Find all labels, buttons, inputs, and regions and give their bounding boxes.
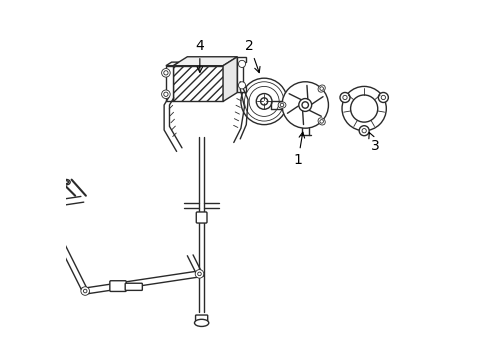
Polygon shape [165, 66, 173, 102]
Polygon shape [173, 57, 237, 66]
Circle shape [81, 287, 89, 295]
Circle shape [260, 98, 267, 105]
Circle shape [162, 68, 170, 77]
Circle shape [350, 95, 377, 122]
Circle shape [319, 120, 323, 123]
FancyBboxPatch shape [125, 283, 142, 291]
Circle shape [195, 270, 203, 278]
FancyBboxPatch shape [196, 212, 206, 223]
Ellipse shape [317, 118, 325, 125]
Circle shape [302, 102, 308, 108]
Circle shape [339, 93, 349, 103]
FancyBboxPatch shape [110, 281, 126, 292]
Circle shape [244, 82, 283, 121]
Circle shape [162, 90, 170, 99]
Circle shape [282, 82, 328, 128]
Text: 3: 3 [368, 132, 379, 153]
Polygon shape [173, 66, 223, 102]
Circle shape [83, 289, 87, 293]
Circle shape [342, 95, 346, 100]
Circle shape [381, 95, 385, 100]
Ellipse shape [62, 180, 70, 185]
Polygon shape [223, 57, 237, 102]
Circle shape [358, 126, 368, 136]
Circle shape [197, 272, 201, 276]
Text: 4: 4 [195, 39, 204, 72]
Ellipse shape [194, 319, 208, 327]
Circle shape [256, 94, 271, 109]
Ellipse shape [64, 181, 68, 184]
Circle shape [248, 86, 279, 116]
Ellipse shape [317, 85, 325, 92]
Circle shape [378, 93, 387, 103]
Circle shape [280, 103, 283, 107]
Text: 1: 1 [293, 132, 304, 167]
Circle shape [298, 99, 311, 111]
Circle shape [319, 87, 323, 90]
FancyBboxPatch shape [195, 315, 207, 322]
Circle shape [241, 78, 287, 125]
Text: 2: 2 [245, 39, 260, 73]
Polygon shape [237, 57, 246, 93]
Circle shape [341, 86, 386, 131]
Circle shape [361, 129, 366, 133]
Circle shape [238, 60, 245, 67]
Circle shape [163, 71, 168, 75]
Polygon shape [165, 62, 179, 66]
Circle shape [238, 82, 245, 89]
Circle shape [163, 92, 168, 96]
Ellipse shape [278, 102, 285, 108]
